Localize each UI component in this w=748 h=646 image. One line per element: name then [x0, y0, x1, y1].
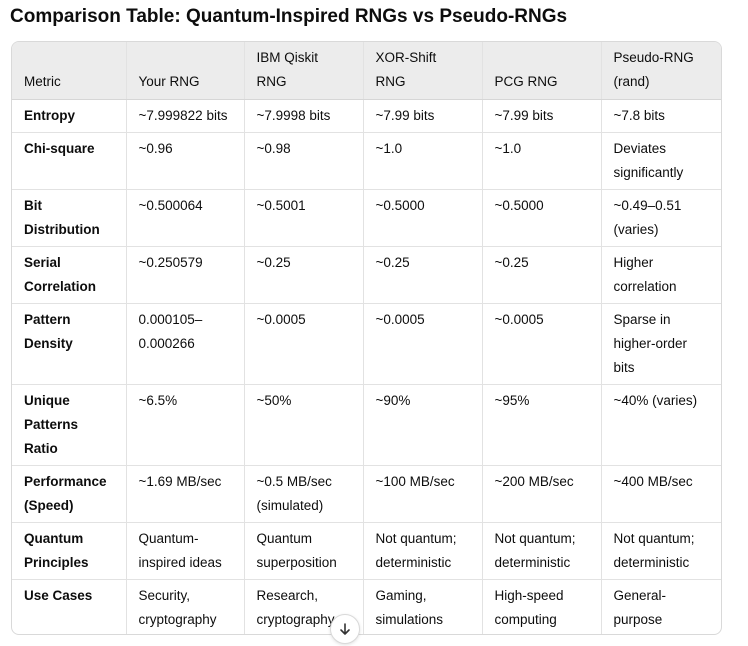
row-metric-label: Entropy — [12, 99, 127, 133]
table-cell: ~7.9998 bits — [244, 99, 364, 133]
table-row: Serial Correlation ~0.250579 ~0.25 ~0.25… — [12, 246, 721, 304]
row-metric-label: Chi-square — [12, 132, 127, 190]
table-cell: Gaming, simulations — [363, 579, 483, 634]
table-cell: High-speed computing — [482, 579, 602, 634]
table-cell: ~0.5000 — [363, 189, 483, 247]
table-cell: ~95% — [482, 384, 602, 466]
table-cell: ~1.69 MB/sec — [126, 465, 245, 523]
table-cell: ~7.8 bits — [601, 99, 721, 133]
table-cell: Quantum-inspired ideas — [126, 522, 245, 580]
table-row: Performance (Speed) ~1.69 MB/sec ~0.5 MB… — [12, 465, 721, 523]
table-cell: ~7.999822 bits — [126, 99, 245, 133]
comparison-table-container: Metric Your RNG IBM Qiskit RNG XOR-Shift… — [11, 41, 722, 635]
table-row: Bit Distribution ~0.500064 ~0.5001 ~0.50… — [12, 189, 721, 247]
table-cell: ~100 MB/sec — [363, 465, 483, 523]
table-row: Entropy ~7.999822 bits ~7.9998 bits ~7.9… — [12, 99, 721, 133]
table-cell: ~0.0005 — [244, 303, 364, 385]
row-metric-label: Serial Correlation — [12, 246, 127, 304]
table-cell: ~7.99 bits — [482, 99, 602, 133]
table-cell: ~400 MB/sec — [601, 465, 721, 523]
table-cell: ~0.500064 — [126, 189, 245, 247]
row-metric-label: Performance (Speed) — [12, 465, 127, 523]
table-cell: Security, cryptography — [126, 579, 245, 634]
table-cell: ~0.25 — [363, 246, 483, 304]
table-cell: ~7.99 bits — [363, 99, 483, 133]
table-cell: Not quantum; deterministic — [363, 522, 483, 580]
table-cell: Not quantum; deterministic — [482, 522, 602, 580]
table-cell: ~0.0005 — [482, 303, 602, 385]
table-header-row: Metric Your RNG IBM Qiskit RNG XOR-Shift… — [12, 42, 721, 100]
table-cell: 0.000105–0.000266 — [126, 303, 245, 385]
table-cell: ~6.5% — [126, 384, 245, 466]
table-cell: Not quantum; deterministic — [601, 522, 721, 580]
table-cell: ~0.96 — [126, 132, 245, 190]
table-cell: Deviates significantly — [601, 132, 721, 190]
table-cell: ~0.5 MB/sec (simulated) — [244, 465, 364, 523]
table-cell: Higher correlation — [601, 246, 721, 304]
table-cell: General-purpose randomness — [613, 588, 667, 627]
header-ibm-qiskit-rng: IBM Qiskit RNG — [244, 42, 364, 100]
table-row: Chi-square ~0.96 ~0.98 ~1.0 ~1.0 Deviate… — [12, 132, 721, 190]
table-cell: ~1.0 — [363, 132, 483, 190]
table-cell: ~0.5001 — [244, 189, 364, 247]
table-cell: ~40% (varies) — [601, 384, 721, 466]
row-metric-label: Unique Patterns Ratio — [12, 384, 127, 466]
table-cell: ~50% — [244, 384, 364, 466]
scroll-down-button[interactable] — [330, 614, 360, 644]
table-cell: ~0.49–0.51 (varies) — [601, 189, 721, 247]
table-cell: ~0.25 — [244, 246, 364, 304]
table-cell: ~90% — [363, 384, 483, 466]
table-row: Pattern Density 0.000105–0.000266 ~0.000… — [12, 303, 721, 385]
table-cell: ~0.25 — [482, 246, 602, 304]
table-cell: ~0.250579 — [126, 246, 245, 304]
table-cell: ~0.98 — [244, 132, 364, 190]
row-metric-label: Pattern Density — [12, 303, 127, 385]
page-title: Comparison Table: Quantum-Inspired RNGs … — [10, 6, 568, 27]
row-metric-label: Quantum Principles — [12, 522, 127, 580]
table-cell: ~200 MB/sec — [482, 465, 602, 523]
table-cell: Sparse in higher-order bits — [601, 303, 721, 385]
comparison-table: Metric Your RNG IBM Qiskit RNG XOR-Shift… — [12, 42, 721, 634]
header-your-rng: Your RNG — [126, 42, 245, 100]
table-cell: ~0.5000 — [482, 189, 602, 247]
header-pseudo-rng: Pseudo-RNG (rand) — [601, 42, 721, 100]
row-metric-label: Bit Distribution — [12, 189, 127, 247]
header-metric: Metric — [12, 42, 127, 100]
table-row: Unique Patterns Ratio ~6.5% ~50% ~90% ~9… — [12, 384, 721, 466]
header-pcg-rng: PCG RNG — [482, 42, 602, 100]
table-row: Quantum Principles Quantum-inspired idea… — [12, 522, 721, 580]
table-row: Use Cases Security, cryptography Researc… — [12, 579, 721, 634]
table-cell: ~1.0 — [482, 132, 602, 190]
arrow-down-icon — [340, 623, 350, 635]
header-xor-shift-rng: XOR-Shift RNG — [363, 42, 483, 100]
table-cell: Quantum superposition — [244, 522, 364, 580]
row-metric-label: Use Cases — [12, 579, 127, 634]
table-cell: ~0.0005 — [363, 303, 483, 385]
